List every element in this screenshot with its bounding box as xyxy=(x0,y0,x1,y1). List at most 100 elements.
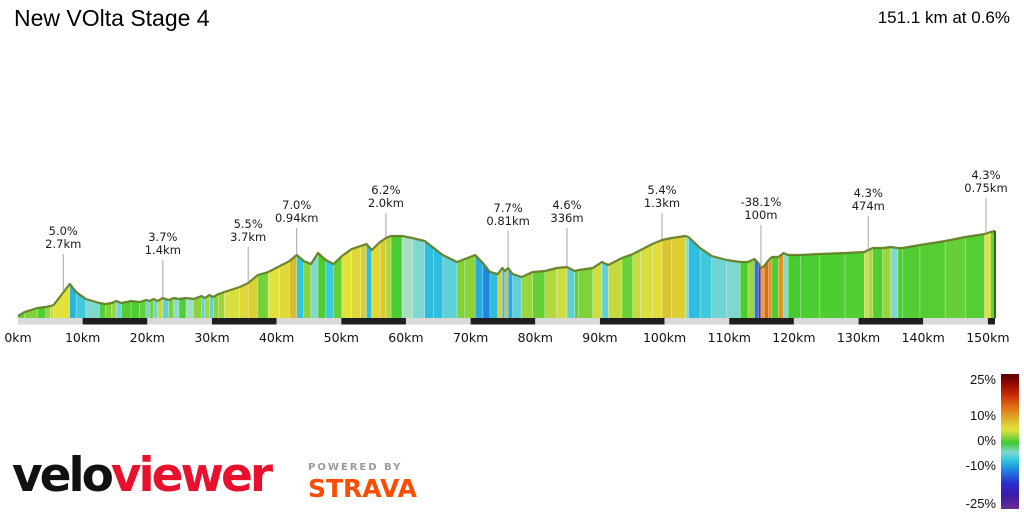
profile-segment xyxy=(566,266,576,319)
profile-segment xyxy=(296,254,305,319)
x-axis-label: 70km xyxy=(453,330,488,345)
profile-segment xyxy=(819,252,846,319)
profile-segment xyxy=(902,244,921,319)
x-axis-label: 10km xyxy=(65,330,100,345)
profile-segment xyxy=(688,236,701,319)
profile-segment xyxy=(50,304,54,319)
x-axis-label: 120km xyxy=(772,330,815,345)
profile-segment xyxy=(390,235,403,319)
climb-length-label: 0.75km xyxy=(964,181,1007,195)
x-axis-label: 140km xyxy=(902,330,945,345)
powered-by-strava[interactable]: POWERED BY STRAVA xyxy=(308,462,417,503)
distance-bar-segment xyxy=(147,318,212,325)
profile-segment xyxy=(185,297,194,319)
profile-segment xyxy=(303,260,312,319)
climb-gradient-label: 6.2% xyxy=(371,183,400,197)
profile-segment xyxy=(333,255,343,319)
climb-gradient-label: 4.3% xyxy=(971,168,1000,182)
profile-segment xyxy=(257,271,269,319)
profile-segment xyxy=(556,266,568,319)
page-title: New VOlta Stage 4 xyxy=(14,5,210,31)
profile-segment xyxy=(763,259,769,319)
climb-gradient-label: 3.7% xyxy=(148,230,177,244)
profile-segment xyxy=(130,300,140,319)
distance-bar-segment xyxy=(535,318,600,325)
profile-segment xyxy=(758,262,762,319)
distance-bar-segment xyxy=(599,318,665,325)
x-axis-label: 90km xyxy=(582,330,617,345)
climb-length-label: 2.7km xyxy=(45,237,81,251)
x-axis-label: 50km xyxy=(324,330,359,345)
profile-segment xyxy=(351,245,361,319)
profile-segment xyxy=(867,247,874,319)
profile-segment xyxy=(919,240,946,319)
profile-segment xyxy=(684,235,689,319)
climb-length-label: 3.7km xyxy=(230,230,266,244)
profile-segment xyxy=(317,252,327,319)
profile-segment xyxy=(168,297,175,319)
profile-segment xyxy=(984,231,991,319)
profile-segment xyxy=(944,236,966,319)
profile-segment xyxy=(783,252,789,319)
profile-segment xyxy=(489,271,499,319)
distance-bar-segment xyxy=(18,318,83,325)
profile-segment xyxy=(178,297,187,319)
climb-gradient-label: 5.0% xyxy=(49,224,78,238)
profile-segment xyxy=(778,252,784,319)
profile-segment xyxy=(711,255,727,319)
climb-gradient-label: 4.3% xyxy=(854,186,883,200)
veloviewer-logo[interactable]: veloviewer xyxy=(12,446,273,508)
climb-gradient-label: 4.6% xyxy=(552,198,581,212)
profile-segment xyxy=(456,258,466,319)
profile-segment xyxy=(882,246,892,319)
profile-segment xyxy=(379,237,387,319)
distance-bar-segment xyxy=(793,318,859,325)
profile-segment xyxy=(661,237,673,319)
profile-segment xyxy=(145,299,150,319)
logo-velo: velo xyxy=(12,448,114,503)
profile-segment xyxy=(501,267,506,319)
profile-segment xyxy=(360,243,367,319)
profile-segment xyxy=(173,297,180,319)
profile-segment xyxy=(366,243,372,319)
profile-segment xyxy=(532,270,546,319)
profile-segment xyxy=(474,254,484,319)
profile-segment xyxy=(652,239,663,319)
climb-length-label: 2.0km xyxy=(368,196,404,210)
climb-gradient-label: 5.4% xyxy=(647,183,676,197)
x-axis-label: 80km xyxy=(518,330,553,345)
profile-segment xyxy=(201,295,206,319)
profile-segment xyxy=(864,249,869,319)
climb-gradient-label: -38.1% xyxy=(741,195,782,209)
distance-bar-segment xyxy=(923,318,988,325)
x-axis-label: 130km xyxy=(837,330,880,345)
profile-segment xyxy=(267,265,281,319)
distance-bar-segment xyxy=(729,318,794,325)
profile-segment xyxy=(504,267,509,319)
x-axis-label: 110km xyxy=(708,330,751,345)
profile-segment xyxy=(964,233,985,319)
profile-segment xyxy=(512,273,522,319)
stage-summary: 151.1 km at 0.6% xyxy=(877,8,1010,27)
climb-gradient-label: 7.0% xyxy=(282,198,311,212)
profile-segment xyxy=(800,253,821,319)
profile-segment xyxy=(787,254,801,319)
profile-segment xyxy=(401,235,413,319)
profile-segment xyxy=(601,261,609,319)
profile-segment xyxy=(671,235,686,319)
distance-bar-segment xyxy=(664,318,730,325)
x-axis-label: 40km xyxy=(259,330,294,345)
powered-by-label: POWERED BY xyxy=(308,462,403,473)
x-axis-label: 20km xyxy=(130,330,165,345)
profile-segment xyxy=(325,259,334,319)
profile-segment xyxy=(608,257,623,319)
profile-segment xyxy=(621,253,634,319)
profile-segment xyxy=(592,261,603,319)
profile-segment xyxy=(464,254,476,319)
distance-bar-segment xyxy=(341,318,406,325)
profile-segment xyxy=(768,256,773,319)
strava-logo: STRAVA xyxy=(308,474,417,503)
profile-top-edge xyxy=(17,229,996,317)
